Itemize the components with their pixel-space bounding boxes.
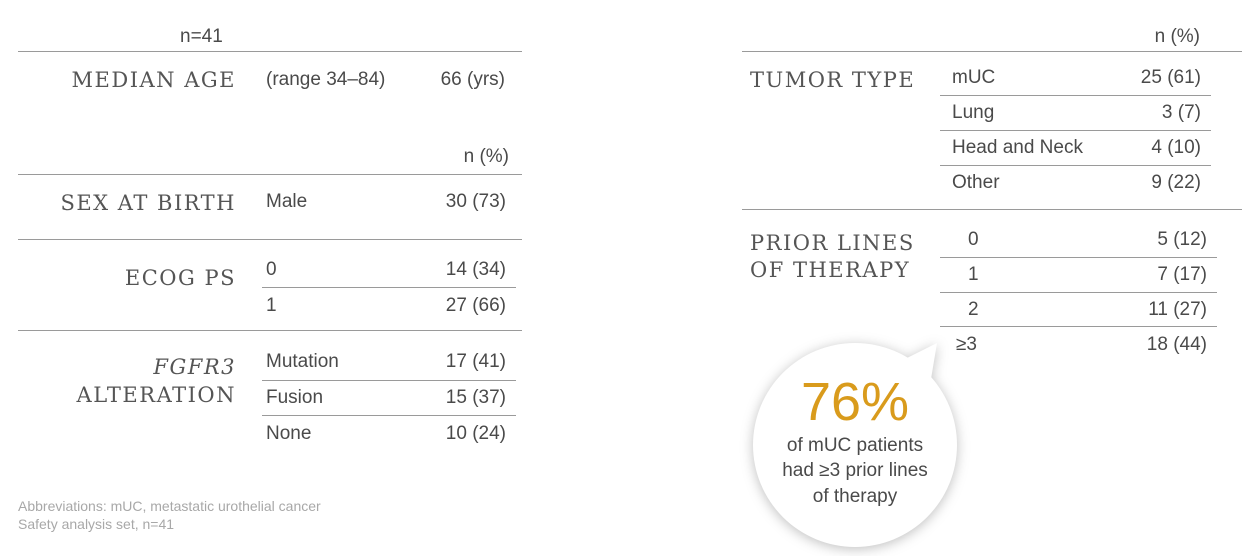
callout-text: had ≥3 prior lines [782, 460, 928, 481]
cell: 17 (41) [445, 351, 506, 372]
column-header: n (%) [1154, 26, 1200, 47]
cell: Mutation [266, 351, 339, 372]
cell: 1 [266, 295, 277, 316]
cell: Lung [952, 102, 995, 123]
callout-text: of mUC patients [786, 435, 924, 456]
rule [940, 326, 1217, 327]
row-label: MEDIAN AGE [71, 68, 236, 92]
cell: 25 (61) [1140, 67, 1201, 88]
cell: (range 34–84) [266, 69, 386, 90]
n-label: n=41 [180, 26, 223, 47]
cell: 18 (44) [1146, 334, 1207, 355]
cell: Male [266, 191, 308, 212]
rule [262, 380, 516, 381]
cell: 1 [968, 264, 979, 285]
cell: 0 [266, 259, 277, 280]
row-label: ECOG PS [124, 266, 236, 290]
rule [742, 51, 1242, 52]
cell: 14 (34) [445, 259, 506, 280]
rule [940, 95, 1211, 96]
cell: 66 (yrs) [440, 69, 505, 90]
cell: 11 (27) [1148, 299, 1207, 320]
row-label: OF THERAPY [750, 258, 911, 282]
rule [18, 239, 522, 240]
column-header: n (%) [463, 146, 509, 167]
callout-value: 76% [800, 372, 910, 432]
cell: 3 (7) [1161, 102, 1201, 123]
rule [940, 130, 1211, 131]
rule [742, 209, 1242, 210]
rule [940, 292, 1217, 293]
cell: 0 [968, 229, 979, 250]
row-label: SEX AT BIRTH [60, 191, 236, 215]
rule [262, 287, 516, 288]
cell: 15 (37) [445, 387, 506, 408]
row-label: FGFR3 [153, 355, 236, 379]
rule [262, 415, 516, 416]
cell: 7 (17) [1157, 264, 1207, 285]
cell: 5 (12) [1157, 229, 1207, 250]
cell: mUC [952, 67, 996, 88]
rule [18, 51, 522, 52]
row-label: TUMOR TYPE [750, 68, 916, 92]
rule [18, 174, 522, 175]
row-label: ALTERATION [76, 383, 236, 407]
rule [940, 257, 1217, 258]
footnote: Abbreviations: mUC, metastatic urothelia… [18, 498, 321, 514]
rule [18, 330, 522, 331]
cell: ≥3 [956, 334, 977, 355]
cell: 10 (24) [445, 423, 506, 444]
cell: 9 (22) [1151, 172, 1201, 193]
callout-bubble [753, 343, 957, 547]
cell: Fusion [266, 387, 324, 408]
cell: 2 [968, 299, 979, 320]
footnote: Safety analysis set, n=41 [18, 516, 175, 532]
cell: 4 (10) [1151, 137, 1201, 158]
cell: Other [952, 172, 1000, 193]
cell: Head and Neck [952, 137, 1083, 158]
row-label: PRIOR LINES [750, 231, 915, 255]
rule [940, 165, 1211, 166]
callout-text: of therapy [812, 486, 898, 507]
cell: None [266, 423, 312, 444]
cell: 27 (66) [445, 295, 506, 316]
cell: 30 (73) [445, 191, 506, 212]
